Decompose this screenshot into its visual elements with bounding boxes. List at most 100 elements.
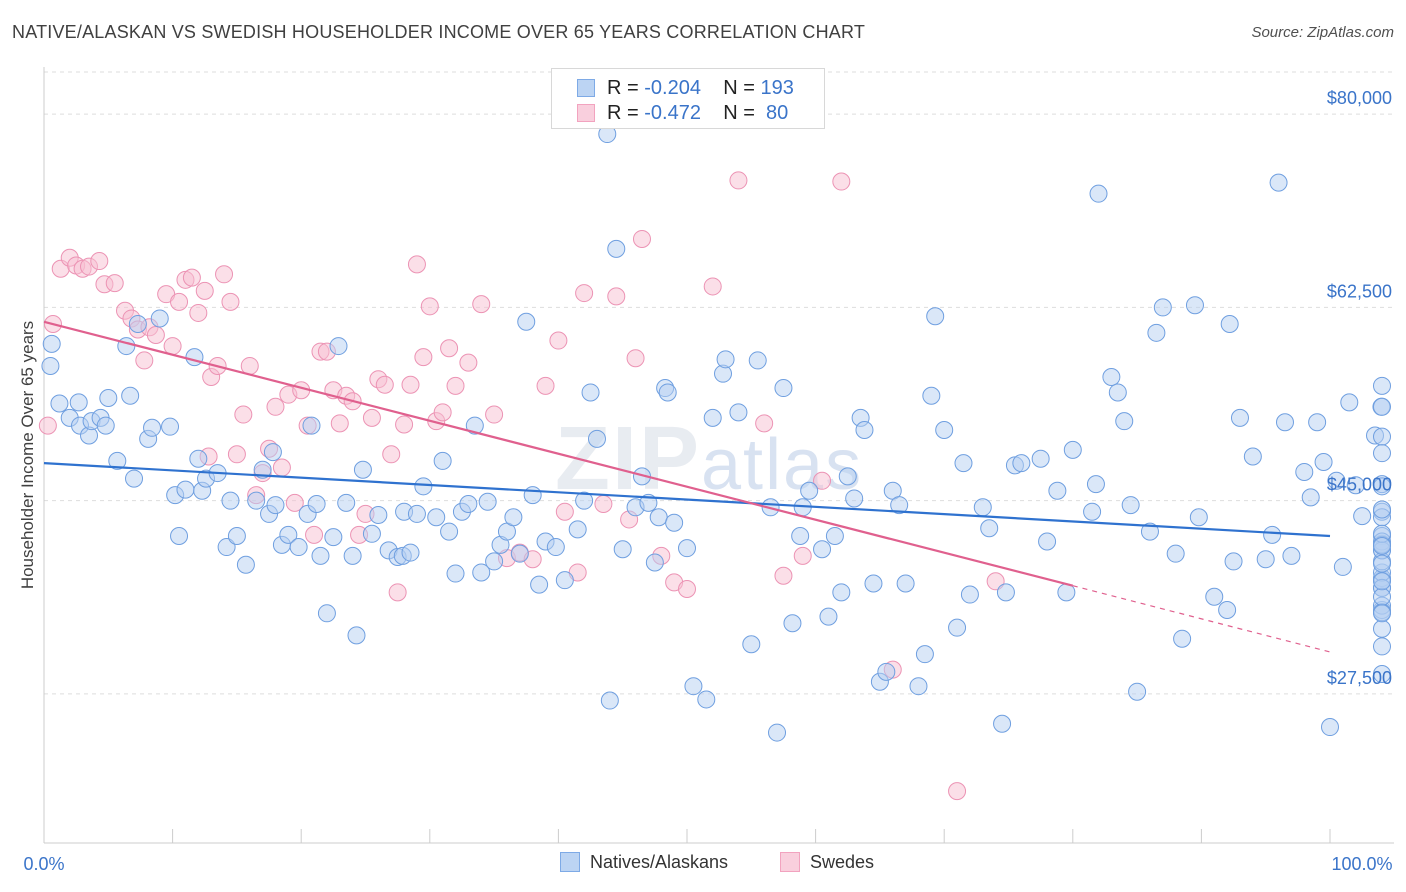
natives-point xyxy=(1230,408,1249,427)
natives-point xyxy=(324,528,343,547)
natives-point xyxy=(645,553,664,572)
natives-point xyxy=(960,585,979,604)
tick-labels: $27,500 $45,000 $62,500 $80,000 0.0% 100.0% xyxy=(23,88,1392,874)
natives-n-value: 193 xyxy=(760,77,794,99)
natives-point xyxy=(1282,546,1301,565)
natives-point xyxy=(1373,587,1391,606)
natives-point xyxy=(42,334,61,353)
swedes-point xyxy=(170,292,189,311)
natives-point xyxy=(1153,298,1172,317)
natives-point xyxy=(1373,427,1391,446)
natives-point xyxy=(800,481,819,500)
natives-point xyxy=(581,383,600,402)
swedes-point xyxy=(485,405,504,424)
natives-point xyxy=(813,540,832,559)
natives-point xyxy=(108,451,127,470)
swedes-point xyxy=(832,172,851,191)
natives-point xyxy=(838,467,857,486)
natives-point xyxy=(1373,536,1391,555)
y-tick-label: $27,500 xyxy=(1327,668,1392,688)
y-axis-title: Householder Income Over 65 years xyxy=(18,321,37,589)
natives-point xyxy=(185,348,204,367)
swedes-point xyxy=(607,287,626,306)
natives-point xyxy=(783,614,802,633)
natives-point xyxy=(607,239,626,258)
natives-point xyxy=(1166,544,1185,563)
swedes-point xyxy=(729,171,748,190)
natives-point xyxy=(600,691,619,710)
natives-point xyxy=(236,555,255,574)
natives-point xyxy=(1373,619,1391,638)
swedes-point xyxy=(536,376,555,395)
natives-point xyxy=(307,494,326,513)
swedes-point xyxy=(388,583,407,602)
natives-point xyxy=(1373,376,1391,395)
natives-point xyxy=(1108,383,1127,402)
natives-point xyxy=(1086,475,1105,494)
y-tick-label: $62,500 xyxy=(1327,281,1392,301)
natives-point xyxy=(1295,462,1314,481)
natives-point xyxy=(446,564,465,583)
natives-point xyxy=(954,454,973,473)
swedes-point xyxy=(182,268,201,287)
swedes-point xyxy=(189,303,208,322)
legend-swedes-label: Swedes xyxy=(810,852,875,872)
natives-point xyxy=(401,543,420,562)
natives-point xyxy=(369,506,388,525)
natives-point xyxy=(1121,496,1140,515)
natives-point xyxy=(1220,314,1239,333)
natives-point xyxy=(50,394,69,413)
natives-point xyxy=(1321,718,1339,737)
natives-point xyxy=(1089,184,1108,203)
natives-point xyxy=(1308,413,1327,432)
natives-point xyxy=(748,351,767,370)
natives-point xyxy=(317,604,336,623)
natives-point xyxy=(337,493,356,512)
legend-swedes: Swedes xyxy=(780,852,874,873)
natives-point xyxy=(922,386,941,405)
natives-point xyxy=(1173,629,1192,648)
natives-point xyxy=(1373,554,1391,573)
natives-point xyxy=(1301,488,1320,507)
natives-point xyxy=(665,513,684,532)
swedes-point xyxy=(414,348,433,367)
natives-point xyxy=(414,477,433,496)
y-tick-label: $45,000 xyxy=(1327,475,1392,495)
natives-point xyxy=(864,574,883,593)
natives-point xyxy=(684,677,703,696)
swedes-point xyxy=(266,397,285,416)
natives-point xyxy=(227,527,246,546)
natives-point xyxy=(832,583,851,602)
natives-point xyxy=(1346,476,1365,495)
natives-point xyxy=(587,429,606,448)
swedes-point xyxy=(703,277,722,296)
natives-point xyxy=(819,607,838,626)
swedes-point xyxy=(285,493,304,512)
natives-point xyxy=(96,416,115,435)
natives-point xyxy=(1128,682,1147,701)
natives-point xyxy=(973,498,992,517)
natives-point xyxy=(289,538,308,557)
natives-point xyxy=(855,420,874,439)
natives-point xyxy=(926,307,945,326)
natives-n-label: N = xyxy=(723,77,761,99)
natives-point xyxy=(189,449,208,468)
natives-point xyxy=(353,460,372,479)
natives-point xyxy=(1333,557,1352,576)
natives-point xyxy=(935,420,954,439)
natives-point xyxy=(362,524,381,543)
natives-point xyxy=(1373,397,1391,416)
natives-point xyxy=(128,314,147,333)
swedes-point xyxy=(234,405,253,424)
natives-point xyxy=(825,527,844,546)
natives-point xyxy=(517,312,536,331)
natives-point xyxy=(1373,572,1391,591)
swedes-point xyxy=(362,408,381,427)
swedes-point xyxy=(227,445,246,464)
natives-point xyxy=(1353,507,1372,526)
swedes-point xyxy=(375,375,394,394)
natives-point xyxy=(478,492,497,511)
natives-point xyxy=(99,388,118,407)
swedes-r-value: -0.472 xyxy=(644,102,701,124)
